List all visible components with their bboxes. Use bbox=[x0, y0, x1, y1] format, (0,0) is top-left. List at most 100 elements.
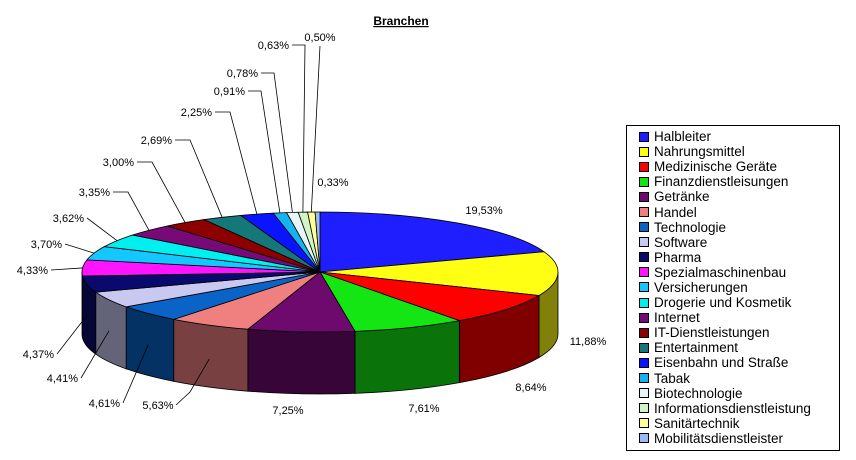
legend-label: IT-Dienstleistungen bbox=[654, 325, 770, 341]
legend-swatch bbox=[639, 222, 649, 233]
leader-line bbox=[310, 45, 321, 213]
data-label: 3,00% bbox=[103, 157, 134, 169]
label-layer: 19,53% 11,88% 8,64% 7,61% 7,25% 5,63% 4,61% 4,4… bbox=[17, 32, 607, 417]
legend-item: Getränke bbox=[627, 189, 839, 204]
legend-label: Drogerie und Kosmetik bbox=[654, 295, 792, 311]
leader-line bbox=[175, 139, 223, 218]
legend-swatch bbox=[639, 373, 649, 384]
data-label: 0,50% bbox=[304, 32, 335, 44]
legend-swatch bbox=[639, 161, 649, 172]
legend-label: Handel bbox=[654, 204, 697, 220]
legend-item: Informationsdienstleistung bbox=[627, 401, 839, 416]
data-label: 7,25% bbox=[272, 405, 303, 417]
legend-item: Technologie bbox=[627, 220, 839, 235]
legend-item: Software bbox=[627, 235, 839, 250]
pie-slice bbox=[319, 271, 541, 322]
leader-line bbox=[137, 161, 186, 223]
data-label: 4,37% bbox=[23, 349, 54, 361]
legend-label: Mobilitätsdienstleister bbox=[654, 430, 784, 446]
legend-label: Entertainment bbox=[654, 340, 739, 356]
leader-line bbox=[248, 90, 281, 213]
legend-label: Nahrungsmittel bbox=[654, 144, 745, 160]
leader-line bbox=[122, 344, 149, 404]
leader-line bbox=[261, 72, 293, 213]
chart-title: Branchen bbox=[373, 14, 428, 28]
data-label: 0,78% bbox=[227, 68, 258, 80]
legend-label: Sanitärtechnik bbox=[654, 415, 740, 431]
legend-swatch bbox=[639, 342, 649, 353]
legend-swatch bbox=[639, 388, 649, 399]
leader-line bbox=[292, 44, 306, 213]
leader-line bbox=[215, 111, 258, 215]
legend-item: Biotechnologie bbox=[627, 386, 839, 401]
legend-swatch bbox=[639, 418, 649, 429]
data-label: 4,61% bbox=[89, 398, 120, 410]
legend-swatch bbox=[639, 312, 649, 323]
legend-swatch bbox=[639, 282, 649, 293]
data-label: 8,64% bbox=[515, 382, 546, 394]
data-label: 5,63% bbox=[142, 400, 173, 412]
slice-side bbox=[354, 320, 460, 394]
data-label: 11,88% bbox=[570, 336, 607, 348]
leader-line bbox=[50, 267, 83, 271]
legend-label: Halbleiter bbox=[654, 129, 712, 145]
leader-line bbox=[175, 358, 210, 406]
legend-swatch bbox=[639, 297, 649, 308]
pie-slice bbox=[319, 211, 546, 273]
legend-label: Versicherungen bbox=[654, 279, 748, 295]
legend-swatch bbox=[639, 191, 649, 202]
pie-slice bbox=[314, 211, 321, 273]
data-label: 4,33% bbox=[17, 265, 48, 277]
legend-label: Eisenbahn und Straße bbox=[654, 355, 789, 371]
data-label: 2,25% bbox=[181, 107, 212, 119]
legend-label: Finanzdienstleisungen bbox=[654, 174, 789, 190]
legend-item: Medizinische Geräte bbox=[627, 159, 839, 174]
legend-label: Software bbox=[654, 234, 708, 250]
legend-item: Drogerie und Kosmetik bbox=[627, 295, 839, 310]
legend-swatch bbox=[639, 267, 649, 278]
data-label: 2,69% bbox=[141, 135, 172, 147]
legend-label: Spezialmaschinenbau bbox=[654, 264, 787, 280]
legend-label: Getränke bbox=[654, 189, 710, 205]
leader-line bbox=[86, 217, 118, 241]
chart-legend: Halbleiter Nahrungsmittel Medizinische Ger… bbox=[626, 125, 840, 451]
legend-item: Sanitärtechnik bbox=[627, 416, 839, 431]
legend-swatch bbox=[639, 131, 649, 142]
legend-label: Biotechnologie bbox=[654, 385, 743, 401]
data-label: 3,62% bbox=[53, 213, 84, 225]
data-label: 3,70% bbox=[31, 239, 62, 251]
leader-line bbox=[64, 243, 95, 254]
legend-item: Nahrungsmittel bbox=[627, 144, 839, 159]
legend-swatch bbox=[639, 252, 649, 263]
legend-swatch bbox=[639, 237, 649, 248]
legend-swatch bbox=[639, 403, 649, 414]
legend-label: Pharma bbox=[654, 249, 702, 265]
pie-slice bbox=[246, 271, 356, 333]
data-label: 3,35% bbox=[79, 187, 110, 199]
legend-item: IT-Dienstleistungen bbox=[627, 325, 839, 340]
pie-slice bbox=[319, 271, 461, 332]
legend-item: Pharma bbox=[627, 250, 839, 265]
leader-line bbox=[56, 314, 88, 355]
legend-swatch bbox=[639, 327, 649, 338]
pie-slice bbox=[319, 251, 559, 296]
legend-swatch bbox=[639, 207, 649, 218]
legend-item: Mobilitätsdienstleister bbox=[627, 431, 839, 446]
data-label: 4,41% bbox=[47, 373, 78, 385]
legend-label: Informationsdienstleistung bbox=[654, 400, 811, 416]
legend-label: Technologie bbox=[654, 219, 727, 235]
leader-line bbox=[80, 330, 110, 379]
legend-item: Versicherungen bbox=[627, 280, 839, 295]
legend-item: Internet bbox=[627, 310, 839, 325]
legend-item: Finanzdienstleisungen bbox=[627, 174, 839, 189]
legend-item: Spezialmaschinenbau bbox=[627, 265, 839, 280]
legend-swatch bbox=[639, 433, 649, 444]
slice-side bbox=[173, 318, 249, 392]
data-label: 0,91% bbox=[214, 86, 245, 98]
data-label: 19,53% bbox=[465, 205, 503, 217]
legend-item: Halbleiter bbox=[627, 129, 839, 144]
legend-label: Tabak bbox=[654, 370, 691, 386]
legend-label: Medizinische Geräte bbox=[654, 159, 778, 175]
legend-swatch bbox=[639, 176, 649, 187]
